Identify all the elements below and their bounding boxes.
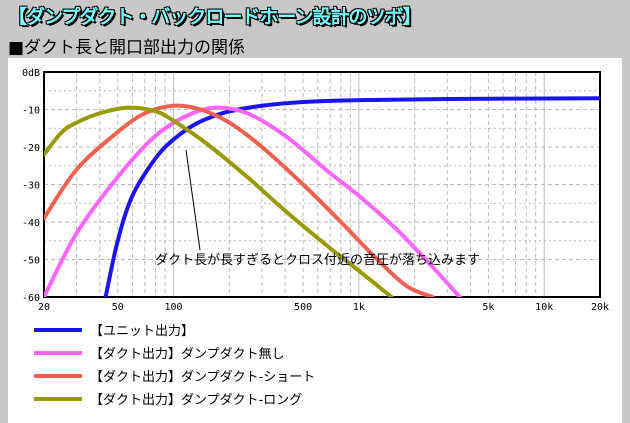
- x-tick-label: 100: [165, 302, 183, 313]
- legend-item: 【ダクト出力】ダンプダクト-ショート: [34, 366, 315, 385]
- chart-subtitle: ■ダクト長と開口部出力の関係: [8, 38, 246, 58]
- x-tick-label: 50: [112, 302, 124, 313]
- legend-swatch: [34, 373, 82, 378]
- legend-item: 【ダクト出力】ダンプダクト無し: [34, 343, 285, 362]
- legend-item: 【ユニット出力】: [34, 320, 194, 339]
- legend-swatch: [34, 327, 82, 332]
- series-line-2: [44, 103, 435, 297]
- annotation-pointer: [185, 149, 201, 251]
- series-line-1: [44, 105, 462, 297]
- legend-swatch: [34, 350, 82, 355]
- y-tick-label: -60: [22, 293, 40, 304]
- y-tick-label: -30: [22, 181, 40, 192]
- page-title: 【ダンプダクト・バックロードホーン設計のツボ】: [8, 6, 421, 28]
- series-line-3: [44, 105, 394, 297]
- legend-label: 【ダクト出力】ダンプダクト無し: [90, 347, 285, 362]
- x-tick-label: 10k: [535, 302, 553, 313]
- y-tick-label: -20: [22, 143, 40, 154]
- y-tick-label: -50: [22, 256, 40, 267]
- y-tick-label: -10: [22, 106, 40, 117]
- legend-item: 【ダクト出力】ダンプダクト-ロング: [34, 389, 302, 408]
- legend-label: 【ユニット出力】: [90, 324, 195, 339]
- y-tick-label: -40: [22, 218, 40, 229]
- legend-label: 【ダクト出力】ダンプダクト-ロング: [90, 393, 303, 408]
- x-tick-label: 1k: [353, 302, 365, 313]
- legend-swatch: [34, 396, 82, 401]
- y-tick-label: 0dB: [22, 68, 40, 79]
- x-tick-label: 20k: [591, 302, 609, 313]
- annotation-text: ダクト長が長すぎるとクロス付近の音圧が落ち込みます: [155, 252, 480, 268]
- x-tick-label: 5k: [482, 302, 494, 313]
- x-tick-label: 20: [38, 302, 50, 313]
- legend-label: 【ダクト出力】ダンプダクト-ショート: [90, 370, 316, 385]
- x-tick-label: 500: [294, 302, 312, 313]
- plot-frame: [43, 71, 601, 298]
